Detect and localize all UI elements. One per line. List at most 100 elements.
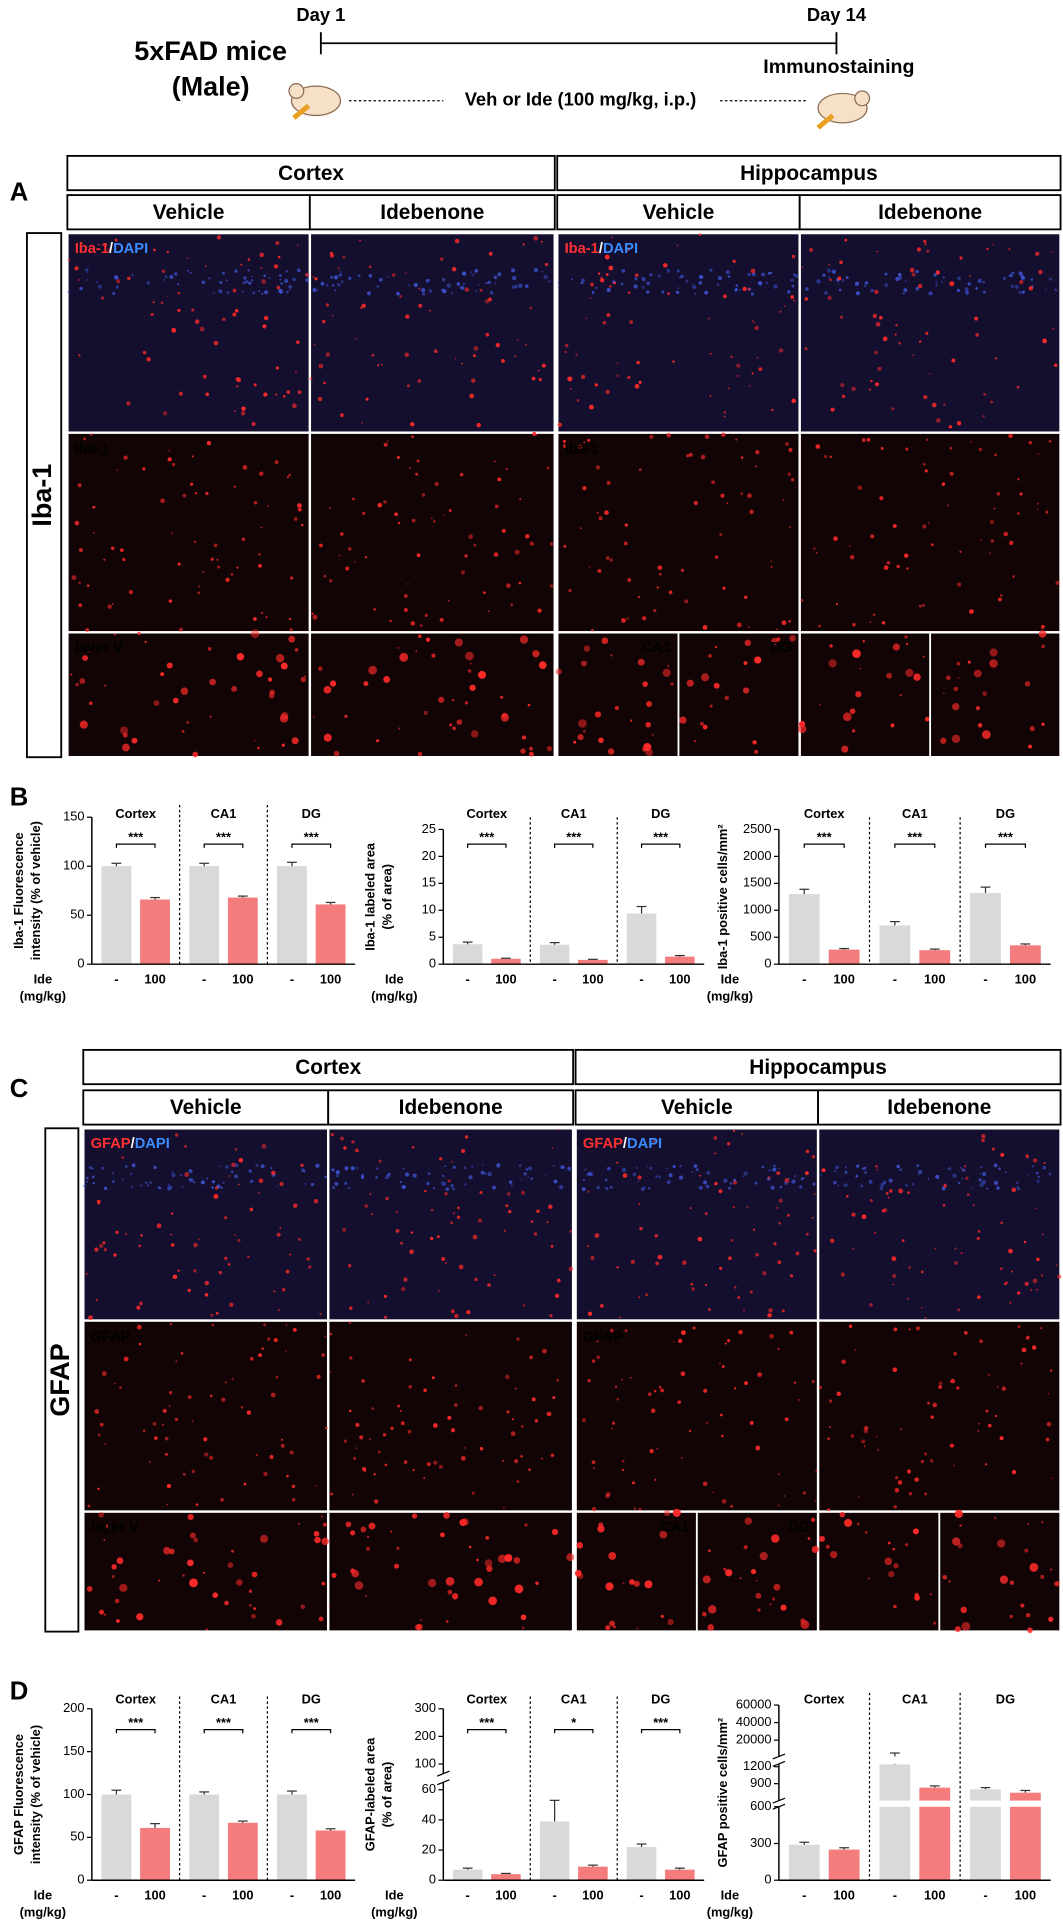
speckle bbox=[279, 278, 282, 281]
region-box bbox=[66, 154, 556, 192]
speckle bbox=[960, 1606, 967, 1614]
speckle bbox=[530, 1177, 534, 1181]
y-tick-label: 20 bbox=[422, 1841, 436, 1856]
speckle bbox=[163, 279, 165, 281]
speckle bbox=[90, 433, 93, 436]
speckle bbox=[510, 1431, 516, 1437]
speckle bbox=[383, 500, 387, 504]
speckle bbox=[667, 1618, 674, 1626]
speckle bbox=[833, 536, 838, 541]
speckle bbox=[178, 627, 183, 632]
speckle bbox=[497, 1554, 507, 1564]
speckle bbox=[627, 248, 630, 252]
speckle bbox=[709, 352, 712, 355]
panel-letter: C bbox=[10, 1075, 29, 1103]
speckle bbox=[493, 1274, 496, 1277]
speckle bbox=[460, 286, 462, 289]
speckle bbox=[86, 278, 89, 281]
speckle bbox=[740, 456, 744, 459]
speckle bbox=[1017, 512, 1020, 515]
speckle bbox=[767, 271, 771, 275]
speckle bbox=[987, 1373, 990, 1376]
speckle bbox=[773, 1164, 776, 1168]
speckle bbox=[595, 465, 601, 470]
speckle bbox=[1035, 251, 1040, 256]
speckle bbox=[918, 340, 922, 343]
speckle bbox=[278, 288, 283, 294]
speckle bbox=[371, 353, 375, 357]
speckle bbox=[454, 638, 463, 647]
speckle bbox=[279, 1181, 284, 1187]
speckle bbox=[348, 1409, 352, 1413]
x-tick-label: 100 bbox=[495, 971, 516, 986]
speckle bbox=[101, 1371, 107, 1377]
speckle bbox=[845, 276, 849, 279]
speckle bbox=[852, 649, 861, 659]
speckle bbox=[882, 1208, 888, 1213]
speckle bbox=[318, 666, 323, 671]
speckle bbox=[904, 280, 907, 282]
speckle bbox=[85, 268, 89, 272]
speckle bbox=[142, 1429, 146, 1432]
speckle bbox=[172, 697, 179, 704]
speckle bbox=[395, 1211, 399, 1214]
speckle bbox=[184, 1172, 190, 1178]
speckle bbox=[236, 566, 239, 569]
speckle bbox=[787, 1213, 790, 1217]
speckle bbox=[224, 1381, 227, 1384]
speckle bbox=[199, 326, 205, 332]
speckle bbox=[723, 415, 726, 418]
speckle bbox=[684, 599, 689, 604]
speckle bbox=[829, 278, 832, 282]
y-axis-label: GFAP positive cells/mm² bbox=[715, 1718, 730, 1868]
speckle bbox=[777, 1347, 780, 1350]
speckle bbox=[932, 1402, 937, 1408]
speckle bbox=[77, 483, 82, 488]
speckle bbox=[144, 640, 147, 644]
speckle bbox=[192, 751, 199, 758]
speckle bbox=[464, 554, 468, 558]
speckle bbox=[793, 273, 796, 276]
speckle bbox=[505, 1204, 509, 1208]
speckle bbox=[94, 1247, 99, 1252]
mouse-icon bbox=[816, 90, 871, 130]
x-tick-label: 100 bbox=[669, 1888, 690, 1903]
speckle bbox=[730, 355, 733, 359]
speckle bbox=[758, 367, 763, 372]
bar bbox=[578, 959, 608, 965]
speckle bbox=[1054, 1581, 1060, 1587]
condition-box bbox=[82, 1089, 330, 1126]
speckle bbox=[898, 341, 901, 345]
x-tick-label: - bbox=[466, 1888, 470, 1903]
speckle bbox=[451, 1187, 455, 1191]
speckle bbox=[525, 284, 529, 288]
speckle bbox=[79, 286, 83, 291]
speckle bbox=[544, 1174, 547, 1176]
speckle bbox=[742, 286, 747, 291]
speckle bbox=[383, 1294, 387, 1299]
speckle bbox=[401, 1287, 406, 1292]
speckle bbox=[888, 1571, 895, 1578]
speckle bbox=[535, 433, 538, 436]
speckle bbox=[733, 1180, 737, 1185]
speckle bbox=[942, 276, 945, 279]
micrograph bbox=[68, 633, 309, 756]
speckle bbox=[352, 497, 355, 501]
speckle bbox=[333, 750, 340, 757]
speckle bbox=[606, 287, 611, 293]
speckle bbox=[1011, 285, 1014, 288]
speckle bbox=[708, 1549, 711, 1552]
speckle bbox=[658, 572, 662, 576]
row-label: Iba-1 bbox=[27, 464, 57, 527]
speckle bbox=[232, 288, 237, 293]
speckle bbox=[648, 1187, 651, 1190]
speckle bbox=[721, 1365, 725, 1368]
speckle bbox=[198, 585, 201, 588]
speckle bbox=[929, 1593, 932, 1596]
speckle bbox=[101, 1166, 104, 1170]
speckle bbox=[258, 1178, 264, 1183]
speckle bbox=[470, 271, 473, 274]
significance-label: *** bbox=[907, 829, 922, 844]
speckle bbox=[1042, 338, 1047, 344]
